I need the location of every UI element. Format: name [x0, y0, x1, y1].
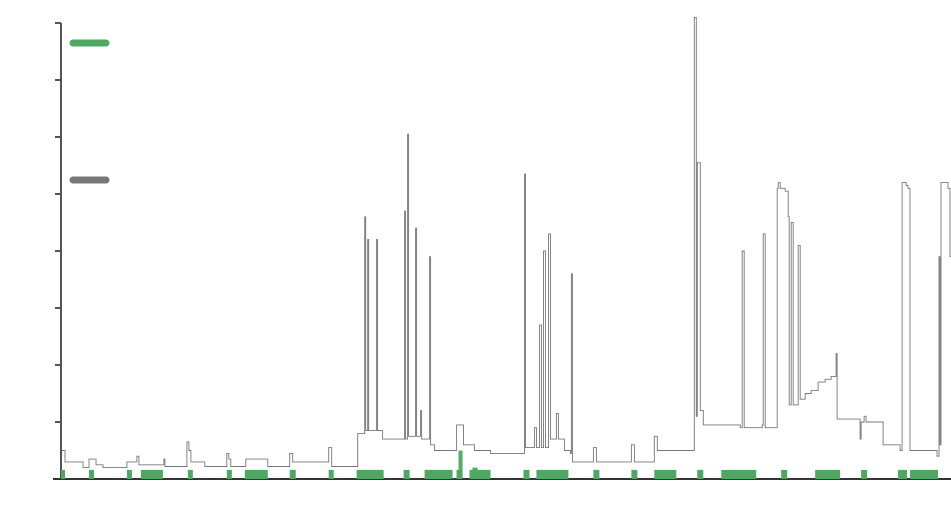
green-bar-24: [898, 469, 908, 479]
green-bar-0: [61, 469, 65, 479]
green-bar-22: [815, 469, 841, 479]
y-axis: [55, 22, 62, 480]
green-bar-11: [424, 469, 453, 479]
gray-series: [61, 16, 951, 469]
green-bar-21: [781, 469, 788, 479]
green-bar-8: [328, 469, 334, 479]
green-bar-14: [523, 469, 530, 479]
green-spike-2: [460, 450, 462, 479]
green-spike-4: [472, 467, 474, 479]
green-bar-5: [226, 469, 232, 479]
green-bar-6: [244, 469, 268, 479]
green-bar-4: [187, 469, 193, 479]
green-bar-2: [126, 469, 132, 479]
green-spike-1: [459, 450, 461, 479]
green-bar-23: [861, 469, 868, 479]
green-spike-0: [458, 450, 460, 479]
green-bar-15: [536, 469, 569, 479]
green-series: [61, 450, 939, 479]
green-bar-17: [631, 469, 638, 479]
green-spike-7: [475, 467, 477, 479]
green-bar-1: [88, 469, 94, 479]
legend: [69, 39, 110, 184]
green-bar-18: [654, 469, 677, 479]
green-spike-6: [474, 467, 476, 479]
green-bar-16: [593, 469, 600, 479]
green-spike-8: [476, 467, 478, 479]
gray-series-line: [61, 16, 951, 469]
green-bar-25: [910, 469, 939, 479]
green-bar-19: [697, 469, 704, 479]
green-spike-5: [473, 467, 475, 479]
green-bar-7: [289, 469, 296, 479]
green-bar-13: [469, 469, 491, 479]
green-bar-10: [403, 469, 410, 479]
green-bar-20: [721, 469, 757, 479]
green-spike-3: [461, 450, 463, 479]
green-bar-9: [356, 469, 384, 479]
green-bar-3: [140, 469, 163, 479]
